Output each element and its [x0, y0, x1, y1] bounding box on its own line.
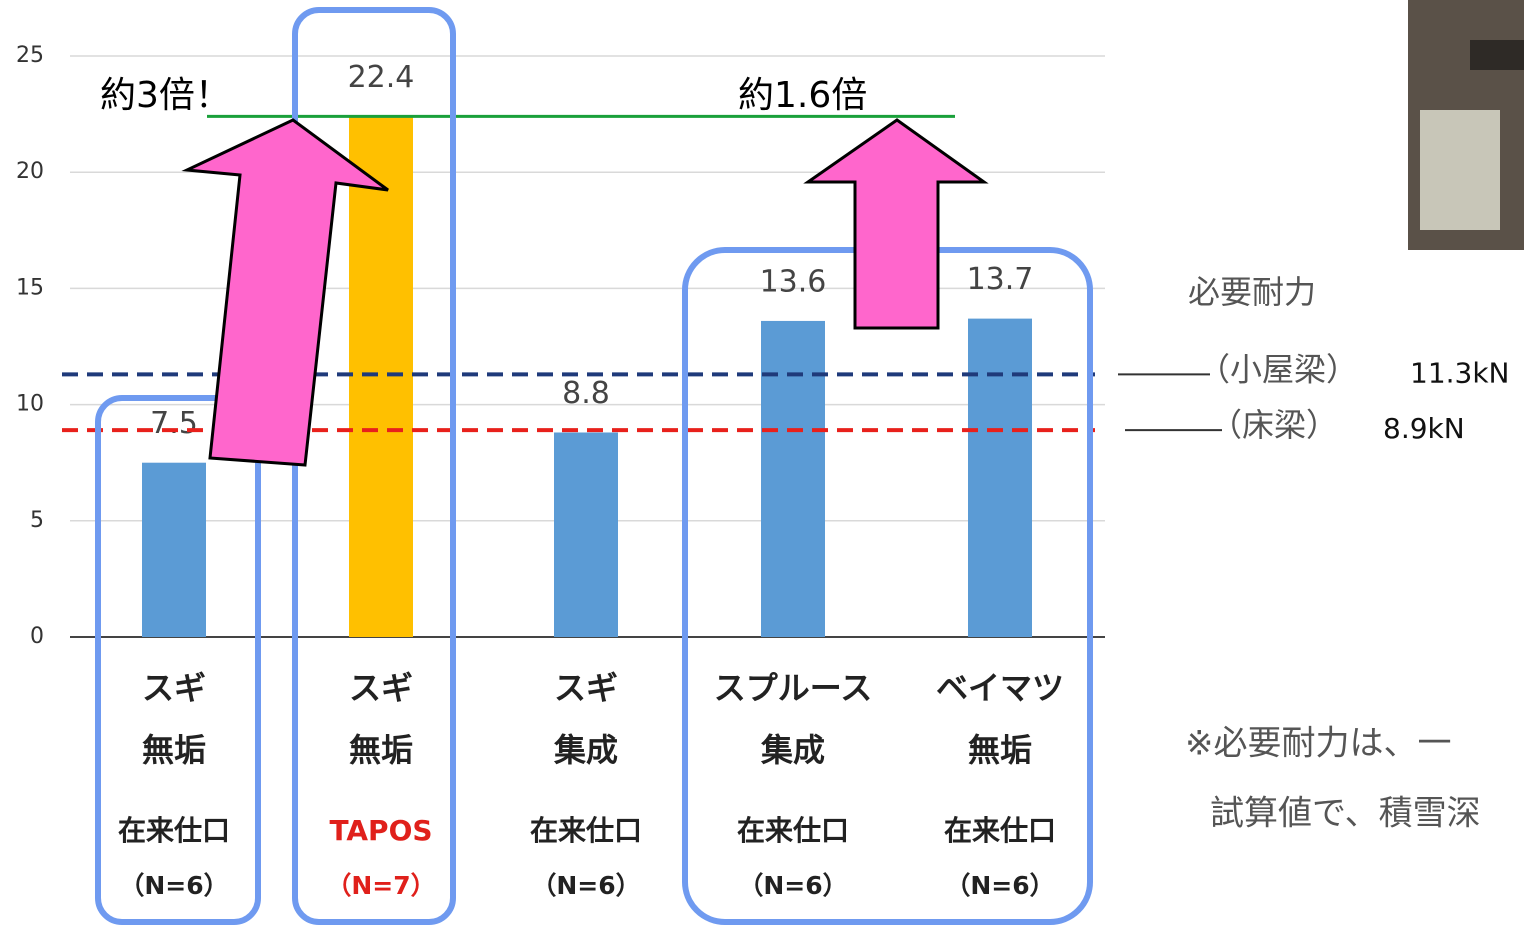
x-tick-label: 無垢 — [349, 731, 413, 769]
y-tick-label: 15 — [16, 275, 44, 300]
highlight-box — [292, 7, 456, 925]
x-tick-label: 集成 — [553, 731, 618, 769]
x-tick-label: スギ — [349, 669, 413, 707]
x-tick-label: （N=6） — [945, 871, 1054, 900]
bar — [968, 318, 1032, 637]
arrow — [181, 118, 389, 467]
x-tick-label: （N=6） — [738, 871, 847, 900]
y-tick-label: 10 — [16, 392, 44, 417]
x-tick-label: （N=6） — [531, 871, 640, 900]
bar — [142, 462, 206, 637]
data-label: 8.8 — [562, 376, 610, 411]
footnote: 試算値で、積雪深 — [1210, 794, 1481, 834]
x-tick-label: 在来仕口 — [944, 814, 1056, 847]
x-tick-label: （N=7） — [326, 871, 435, 900]
data-label: 13.6 — [760, 264, 827, 299]
annotation: 約3倍！ — [100, 75, 231, 116]
bar — [554, 432, 618, 637]
x-tick-label: スギ — [142, 669, 206, 707]
y-tick-label: 20 — [16, 159, 44, 184]
reference-value: 8.9kN — [1383, 412, 1465, 445]
data-label: 7.5 — [150, 406, 198, 441]
y-tick-label: 0 — [30, 624, 44, 649]
x-tick-label: （N=6） — [119, 871, 228, 900]
arrow — [803, 118, 989, 330]
x-tick-label: 在来仕口 — [530, 814, 642, 847]
x-tick-label: TAPOS — [329, 814, 432, 847]
x-tick-label: 在来仕口 — [737, 814, 849, 847]
bar — [349, 116, 413, 637]
x-tick-label: ベイマツ — [936, 669, 1064, 707]
x-tick-label: 無垢 — [968, 731, 1032, 769]
data-label: 13.7 — [967, 262, 1034, 297]
x-tick-label: 集成 — [760, 731, 825, 769]
reference-value: 11.3kN — [1410, 356, 1510, 389]
reference-name: （小屋梁） — [1198, 350, 1358, 388]
reference-title: 必要耐力 — [1188, 273, 1316, 311]
x-tick-label: スギ — [554, 669, 618, 707]
annotation: 約1.6倍 — [738, 75, 867, 116]
footnote: ※必要耐力は、一 — [1185, 724, 1452, 764]
y-tick-label: 5 — [30, 508, 44, 533]
bar — [761, 320, 825, 637]
photo-detail — [1420, 110, 1500, 230]
x-tick-label: 無垢 — [142, 731, 206, 769]
data-label: 22.4 — [348, 60, 415, 95]
x-tick-label: スプルース — [714, 669, 872, 707]
highlight-box — [95, 395, 261, 925]
y-tick-label: 25 — [16, 43, 44, 68]
photo-detail — [1470, 40, 1524, 70]
x-tick-label: 在来仕口 — [118, 814, 230, 847]
reference-name: （床梁） — [1210, 406, 1338, 444]
